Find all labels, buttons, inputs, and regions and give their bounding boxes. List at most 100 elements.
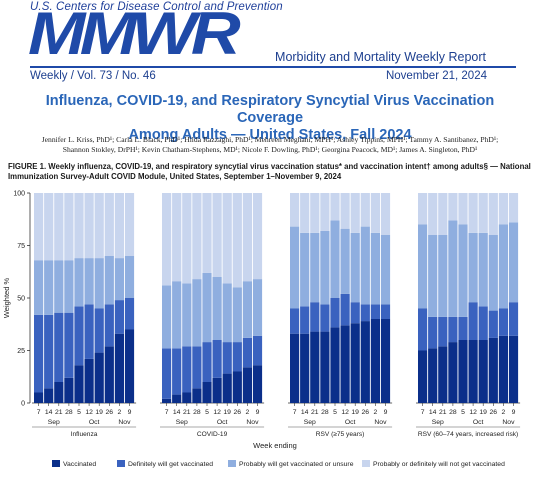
x-tick-label: 12: [85, 409, 93, 416]
bar-segment: [124, 256, 135, 298]
bar-segment: [94, 258, 104, 309]
month-label: Nov: [502, 419, 515, 426]
bar-segment: [74, 365, 84, 403]
bar-segment: [252, 279, 263, 336]
bar-segment: [370, 304, 380, 319]
legend-swatch: [52, 460, 60, 467]
bar-segment: [320, 331, 330, 403]
x-axis-title: Week ending: [253, 441, 297, 450]
bar-segment: [488, 235, 498, 311]
legend-label: Definitely will get vaccinated: [128, 461, 213, 468]
y-axis-title: Weighted %: [2, 278, 11, 319]
x-tick-label: 7: [165, 409, 169, 416]
bar-segment: [242, 193, 252, 282]
article-title-line1: Influenza, COVID-19, and Respiratory Syn…: [45, 93, 495, 126]
y-tick-label: 0: [21, 401, 25, 408]
bar-segment: [370, 193, 380, 233]
month-label: Nov: [246, 419, 259, 426]
mmwr-logo: MMWR: [28, 0, 241, 67]
bar-segment: [320, 230, 330, 305]
bar-segment: [192, 279, 202, 347]
month-label: Sep: [176, 419, 188, 426]
bar-segment: [380, 193, 391, 235]
bar-segment: [360, 321, 370, 403]
bar-segment: [498, 308, 508, 336]
bar-segment: [34, 314, 44, 393]
bar-segment: [478, 232, 488, 307]
month-label: Oct: [89, 419, 100, 426]
bar-segment: [202, 342, 212, 382]
bar-segment: [350, 302, 360, 324]
bar-segment: [222, 373, 232, 403]
bar-segment: [330, 327, 340, 403]
x-tick-label: 9: [128, 409, 132, 416]
bar-segment: [350, 232, 360, 303]
x-tick-label: 7: [37, 409, 41, 416]
bar-segment: [74, 306, 84, 366]
bar-segment: [448, 342, 458, 403]
bar-segment: [212, 377, 222, 403]
bar-segment: [124, 298, 135, 330]
bar-segment: [242, 281, 252, 338]
article-title: Influenza, COVID-19, and Respiratory Syn…: [20, 93, 520, 144]
panel-label: COVID-19: [197, 431, 228, 438]
month-label: Sep: [304, 419, 316, 426]
bar-segment: [232, 287, 242, 343]
bar-segment: [212, 277, 222, 340]
bar-segment: [182, 193, 192, 284]
x-tick-label: 14: [301, 409, 309, 416]
bar-segment: [290, 308, 300, 334]
x-tick-label: 5: [205, 409, 209, 416]
bar-segment: [172, 281, 182, 349]
bar-segment: [448, 193, 458, 221]
x-tick-label: 2: [118, 409, 122, 416]
bar-segment: [488, 310, 498, 338]
bar-segment: [94, 308, 104, 353]
month-label: Oct: [217, 419, 228, 426]
bar-segment: [104, 193, 114, 256]
bar-segment: [290, 193, 300, 227]
bar-segment: [54, 382, 64, 403]
report-name: Morbidity and Mortality Weekly Report: [275, 50, 486, 64]
article-title-line2: Among Adults — United States, Fall 2024: [128, 127, 412, 143]
bar-segment: [182, 392, 192, 403]
bar-segment: [172, 193, 182, 282]
bar-segment: [320, 304, 330, 332]
bar-segment: [84, 304, 94, 359]
x-tick-label: 19: [351, 409, 359, 416]
x-tick-label: 21: [439, 409, 447, 416]
y-tick-label: 100: [13, 191, 25, 198]
bar-segment: [162, 398, 172, 403]
x-tick-label: 26: [234, 409, 242, 416]
authors-line2: Shannon Stokley, DrPH¹; Kevin Chatham-St…: [62, 145, 478, 154]
x-tick-label: 14: [173, 409, 181, 416]
bar-segment: [468, 232, 478, 303]
month-label: Sep: [432, 419, 444, 426]
bar-segment: [478, 306, 488, 340]
x-tick-label: 19: [479, 409, 487, 416]
bar-segment: [468, 302, 478, 340]
bar-segment: [418, 193, 428, 225]
x-tick-label: 26: [106, 409, 114, 416]
legend-label: Vaccinated: [63, 461, 96, 468]
month-label: Nov: [374, 419, 387, 426]
legend-label: Probably will get vaccinated or unsure: [239, 461, 354, 468]
x-tick-label: 2: [502, 409, 506, 416]
bar-segment: [310, 302, 320, 332]
bar-segment: [192, 388, 202, 403]
bar-segment: [54, 260, 64, 313]
bar-segment: [84, 258, 94, 305]
bar-segment: [44, 388, 54, 403]
y-tick-label: 50: [17, 296, 25, 303]
x-tick-label: 19: [223, 409, 231, 416]
y-tick-label: 25: [17, 348, 25, 355]
bar-segment: [340, 193, 350, 229]
bar-segment: [212, 340, 222, 378]
bar-segment: [84, 193, 94, 259]
bar-segment: [252, 335, 263, 366]
bar-segment: [300, 333, 310, 403]
figure-caption: FIGURE 1. Weekly influenza, COVID-19, an…: [8, 162, 536, 182]
bar-segment: [114, 333, 124, 403]
bar-segment: [44, 260, 54, 315]
month-label: Sep: [48, 419, 60, 426]
